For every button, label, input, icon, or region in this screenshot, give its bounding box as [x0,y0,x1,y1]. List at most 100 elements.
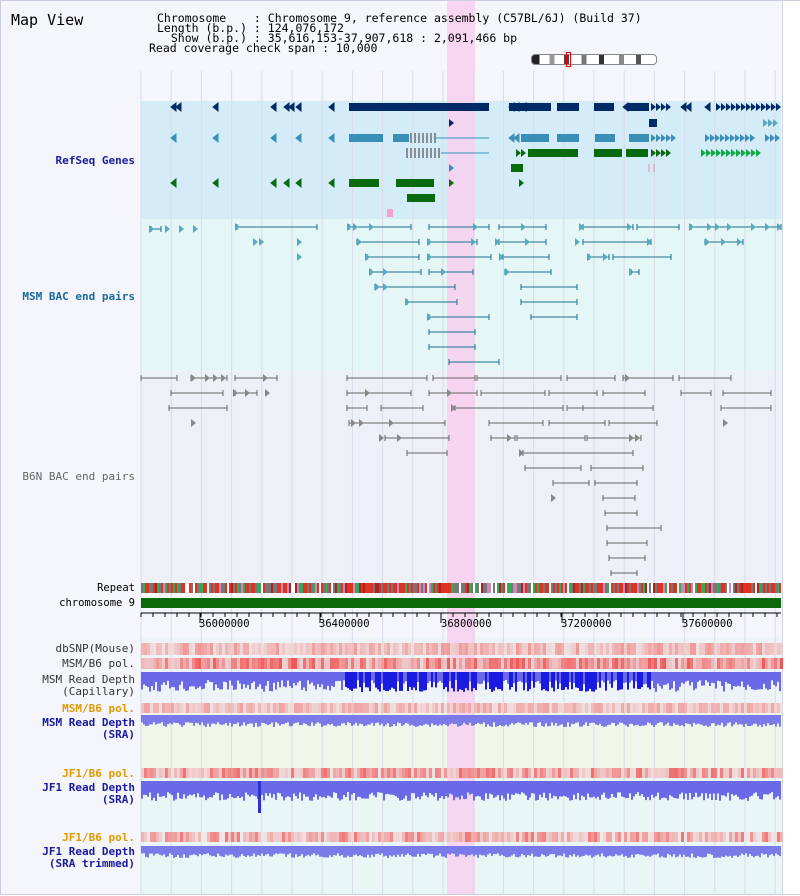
repeat-mark [397,583,399,593]
heat-cell [279,643,282,655]
heat-cell [618,768,621,778]
depth-bar [471,715,473,726]
heat-cell [480,703,483,713]
depth-bar [313,781,315,798]
depth-bar [455,781,457,798]
depth-bar [619,715,621,723]
heat-cell [255,658,258,669]
chromosome-ideogram[interactable] [531,54,657,65]
depth-bar [667,715,669,723]
depth-bar [439,781,441,798]
heat-cell [306,658,309,669]
depth-bar [601,846,603,854]
depth-bar [393,781,395,796]
depth-bar [343,672,345,681]
depth-bar [587,781,589,794]
heat-cell [399,658,402,669]
track-label-refseq[interactable]: RefSeq Genes [55,154,135,167]
depth-bar [767,715,769,724]
track-label-msm-depth-sra[interactable]: MSM Read Depth [42,716,135,729]
track-label-b6n-bac[interactable]: B6N BAC end pairs [22,470,135,483]
heat-cell [381,703,384,713]
depth-bar [499,672,501,689]
depth-bar [305,781,307,797]
repeat-mark [175,583,177,593]
track-label-repeat[interactable]: Repeat [97,582,135,594]
heat-cell [222,703,225,713]
depth-bar [603,781,605,793]
gene-arrow [499,253,504,261]
heat-cell [621,832,624,842]
depth-bar [501,715,503,727]
gene-arrow [149,225,154,233]
track-label-jf1-b6-pol-2[interactable]: JF1/B6 pol. [62,831,135,844]
heat-cell [153,703,156,713]
repeat-mark [605,583,607,593]
depth-bar [525,846,527,858]
gene-arrow [205,374,210,382]
depth-bar [617,846,619,856]
track-label-msm-depth-cap[interactable]: MSM Read Depth [42,673,135,686]
depth-bar [769,781,771,794]
depth-bar [611,672,613,688]
track-label-jf1-depth-sra[interactable]: JF1 Read Depth [42,781,135,794]
ruler-tick-label: 36800000 [441,618,492,630]
right-scroll-strip[interactable] [782,1,800,894]
selected-region-highlight [447,1,475,894]
heat-cell [369,768,372,778]
track-label-msm-b6-pol-2[interactable]: MSM/B6 pol. [62,702,135,715]
heat-cell [414,703,417,713]
track-label-jf1-b6-pol-1[interactable]: JF1/B6 pol. [62,767,135,780]
heat-cell [168,703,171,713]
repeat-mark [499,583,501,593]
depth-bar [333,846,335,855]
depth-bar [453,781,455,801]
depth-bar [773,672,775,685]
depth-bar [587,715,589,726]
heat-cell [507,643,510,655]
heat-cell [381,768,384,778]
heat-cell [726,658,729,669]
depth-bar [553,846,555,855]
heat-cell [270,643,273,655]
heat-cell [609,643,612,655]
repeat-mark [207,583,209,593]
heat-cell [288,768,291,778]
heat-cell [396,832,399,842]
heat-cell [357,703,360,713]
heat-cell [327,658,330,669]
heat-cell [354,658,357,669]
depth-bar [429,715,431,727]
gene-arrow [715,134,720,142]
depth-bar [155,715,157,725]
heat-cell [381,643,384,655]
depth-bar [419,672,421,692]
depth-bar [443,781,445,800]
track-label-msm-b6-pol-1[interactable]: MSM/B6 pol. [62,657,135,670]
gene-arrow [521,223,526,231]
depth-bar [431,715,433,724]
heat-cell [753,658,756,669]
track-label-msm-bac[interactable]: MSM BAC end pairs [22,290,135,303]
heat-cell [555,658,558,669]
heat-cell [249,832,252,842]
heat-cell [636,658,639,669]
depth-bar [389,846,391,856]
heat-cell [498,643,501,655]
track-label-chromosome[interactable]: chromosome 9 [59,597,135,609]
depth-bar [481,781,483,800]
depth-bar [407,781,409,801]
depth-bar [477,781,479,796]
depth-bar [263,846,265,856]
heat-cell [420,768,423,778]
heat-cell [660,703,663,713]
heat-cell [210,643,213,655]
depth-bar [551,715,553,723]
depth-bar [401,715,403,726]
depth-bar [619,672,621,690]
track-label-jf1-depth-trim[interactable]: JF1 Read Depth [42,845,135,858]
depth-bar [751,846,753,856]
track-label-dbsnp[interactable]: dbSNP(Mouse) [55,642,135,655]
heat-cell [483,768,486,778]
depth-bar [407,715,409,724]
